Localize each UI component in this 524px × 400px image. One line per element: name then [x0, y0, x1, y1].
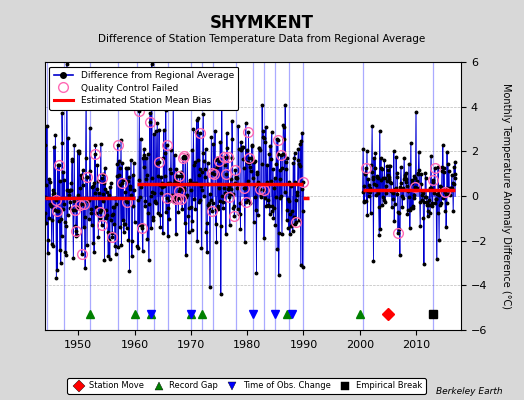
Legend: Station Move, Record Gap, Time of Obs. Change, Empirical Break: Station Move, Record Gap, Time of Obs. C…	[67, 378, 425, 394]
Legend: Difference from Regional Average, Quality Control Failed, Estimated Station Mean: Difference from Regional Average, Qualit…	[49, 66, 238, 110]
Text: Berkeley Earth: Berkeley Earth	[436, 387, 503, 396]
Text: SHYMKENT: SHYMKENT	[210, 14, 314, 32]
Y-axis label: Monthly Temperature Anomaly Difference (°C): Monthly Temperature Anomaly Difference (…	[501, 83, 511, 309]
Text: Difference of Station Temperature Data from Regional Average: Difference of Station Temperature Data f…	[99, 34, 425, 44]
